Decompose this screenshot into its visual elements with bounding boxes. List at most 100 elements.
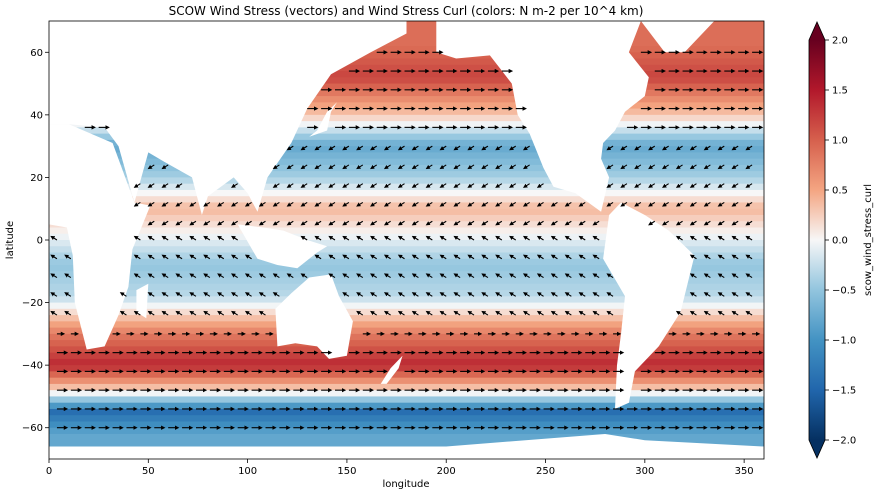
heatmap-band bbox=[49, 421, 764, 429]
wind-vector bbox=[648, 145, 656, 151]
wind-vector bbox=[495, 254, 503, 260]
wind-vector bbox=[217, 201, 225, 207]
heatmap-band bbox=[49, 390, 764, 397]
wind-vector bbox=[675, 164, 683, 170]
wind-vector bbox=[383, 310, 391, 316]
wind-vector bbox=[439, 273, 447, 279]
wind-vector bbox=[717, 235, 725, 241]
wind-vector bbox=[50, 254, 58, 260]
wind-vector bbox=[745, 235, 753, 241]
wind-vector bbox=[50, 292, 58, 297]
wind-vector bbox=[370, 254, 377, 260]
wind-vector bbox=[147, 310, 155, 316]
wind-vector bbox=[536, 310, 544, 316]
wind-vector bbox=[370, 145, 377, 151]
wind-vector bbox=[411, 220, 419, 226]
wind-vector bbox=[314, 183, 322, 188]
heatmap-band bbox=[49, 433, 764, 441]
wind-vector bbox=[175, 254, 183, 260]
madagascar-land bbox=[136, 283, 149, 319]
x-axis-label: longitude bbox=[382, 479, 429, 490]
wind-vector bbox=[467, 145, 475, 151]
japan-land bbox=[309, 102, 337, 137]
wind-vector bbox=[509, 310, 517, 316]
wind-vector bbox=[425, 164, 433, 170]
wind-vector bbox=[495, 220, 503, 226]
wind-vector bbox=[453, 145, 461, 151]
wind-vector bbox=[244, 201, 252, 207]
y-tick-label: 60 bbox=[30, 48, 43, 59]
wind-vector bbox=[231, 235, 238, 241]
heatmap-band bbox=[49, 96, 764, 103]
heatmap-band bbox=[49, 258, 764, 266]
wind-vector bbox=[745, 145, 753, 151]
wind-vector bbox=[175, 273, 183, 279]
wind-vector bbox=[481, 310, 489, 316]
wind-vector bbox=[731, 273, 739, 279]
wind-vector bbox=[509, 220, 517, 226]
wind-vector bbox=[439, 164, 447, 170]
wind-vector bbox=[342, 183, 350, 188]
wind-vector bbox=[717, 292, 725, 297]
wind-vector bbox=[133, 201, 141, 207]
wind-vector bbox=[620, 164, 628, 170]
wind-vector bbox=[425, 310, 433, 316]
wind-vector bbox=[397, 254, 405, 260]
wind-vector bbox=[147, 235, 155, 241]
heatmap-band bbox=[49, 208, 764, 216]
wind-vector bbox=[703, 292, 711, 297]
wind-vector bbox=[564, 235, 572, 241]
heatmap-band bbox=[49, 271, 764, 279]
heatmap-band bbox=[49, 139, 764, 147]
wind-vector bbox=[50, 235, 58, 241]
wind-vector bbox=[662, 145, 669, 151]
wind-vector bbox=[522, 145, 530, 151]
heatmap-band bbox=[49, 383, 764, 391]
wind-vector bbox=[425, 145, 433, 151]
heatmap-band bbox=[49, 346, 764, 354]
wind-vector bbox=[717, 201, 725, 207]
y-tick-label: 40 bbox=[30, 110, 43, 121]
wind-vector bbox=[342, 145, 350, 151]
wind-vector bbox=[286, 145, 294, 151]
wind-vector bbox=[258, 292, 266, 297]
wind-vector bbox=[217, 273, 225, 279]
wind-vector bbox=[300, 145, 308, 151]
heatmap-band bbox=[49, 33, 764, 41]
x-axis-ticks: 0 50 100 150 200 250 300 350 bbox=[46, 459, 754, 477]
wind-vector bbox=[522, 164, 530, 170]
wind-vector bbox=[383, 273, 391, 279]
wind-vector bbox=[411, 292, 419, 297]
wind-vector bbox=[300, 201, 308, 207]
wind-vector bbox=[522, 310, 530, 316]
wind-vector bbox=[550, 201, 558, 207]
wind-vector bbox=[689, 273, 697, 279]
wind-vector bbox=[272, 183, 280, 188]
wind-vector bbox=[453, 183, 461, 188]
y-tick-label: −20 bbox=[22, 298, 43, 309]
wind-vector bbox=[606, 145, 614, 151]
wind-vector bbox=[203, 220, 211, 226]
wind-vector bbox=[745, 164, 753, 170]
wind-vector bbox=[50, 273, 58, 279]
wind-vector bbox=[272, 273, 280, 279]
wind-vector bbox=[717, 145, 725, 151]
wind-vector bbox=[147, 183, 155, 188]
wind-vector bbox=[620, 183, 628, 188]
wind-vector bbox=[689, 145, 697, 151]
wind-vector bbox=[689, 235, 697, 241]
wind-vector bbox=[703, 220, 711, 226]
wind-vector bbox=[328, 235, 336, 241]
wind-vector bbox=[717, 254, 725, 260]
wind-vector bbox=[481, 145, 489, 151]
wind-vector bbox=[703, 310, 711, 316]
wind-vector bbox=[175, 310, 183, 316]
wind-vector bbox=[550, 310, 558, 316]
wind-vector bbox=[383, 292, 391, 297]
wind-vector bbox=[356, 145, 364, 151]
wind-vector bbox=[356, 310, 364, 316]
wind-vector bbox=[286, 164, 294, 170]
wind-vector bbox=[592, 235, 600, 241]
plot-area bbox=[49, 21, 764, 459]
wind-vector bbox=[703, 235, 711, 241]
